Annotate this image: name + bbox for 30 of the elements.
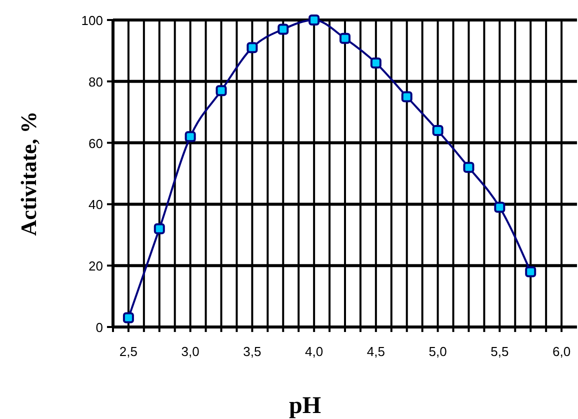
point <box>308 14 320 26</box>
y-tick-label: 100 <box>81 13 103 28</box>
y-tick-label: 0 <box>96 320 103 335</box>
point <box>184 131 196 142</box>
point <box>246 42 258 54</box>
x-tick-label: 2,5 <box>119 344 138 359</box>
x-tick-label: 6,0 <box>552 344 571 359</box>
point <box>494 202 506 213</box>
point <box>278 24 289 35</box>
y-tick-label: 60 <box>88 136 103 151</box>
x-tick-label: 4,5 <box>366 344 385 359</box>
point <box>340 32 350 44</box>
point <box>432 125 444 136</box>
point <box>525 266 536 278</box>
x-axis-title: pH <box>288 393 322 419</box>
x-tick-label: 5,0 <box>428 344 447 359</box>
point <box>154 223 165 234</box>
y-tick-label: 40 <box>88 197 103 212</box>
x-tick-label: 4,0 <box>305 344 324 359</box>
y-tick-label: 80 <box>88 74 103 90</box>
point <box>370 57 382 68</box>
x-tick-label: 3,5 <box>243 344 262 359</box>
x-tick-label: 5,5 <box>490 344 509 359</box>
point <box>401 91 412 102</box>
point <box>463 162 474 173</box>
point <box>216 85 227 96</box>
x-tick-label: 3,0 <box>181 344 200 359</box>
y-axis-title: Activitate, % <box>16 111 41 236</box>
point <box>122 312 134 324</box>
y-tick-label: 20 <box>88 258 103 274</box>
